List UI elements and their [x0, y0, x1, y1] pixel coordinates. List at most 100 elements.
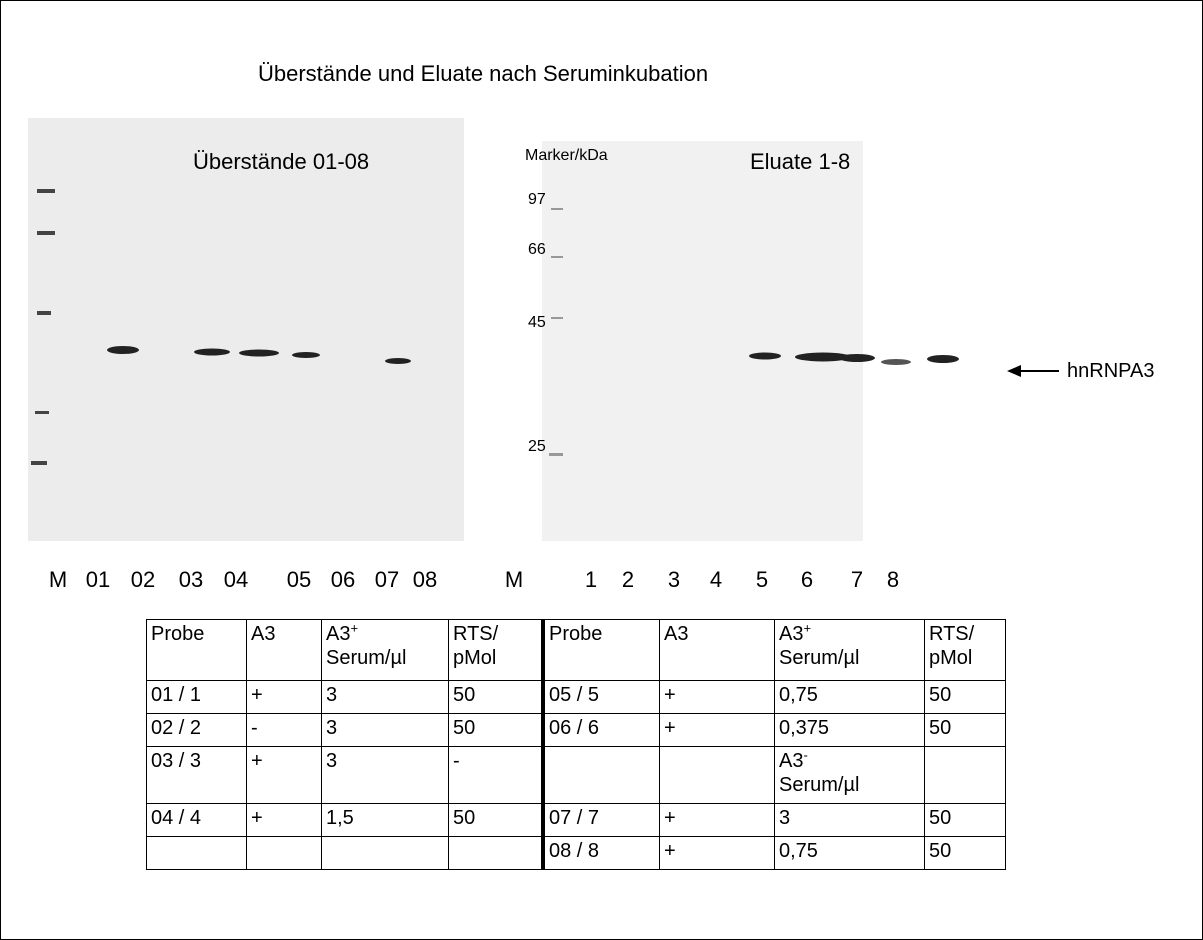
table-cell: 50 — [449, 804, 544, 837]
table-cell: 50 — [925, 681, 1006, 714]
table-cell — [660, 747, 775, 804]
lane-label: 01 — [86, 567, 110, 593]
cell-text: 03 / 3 — [151, 750, 201, 772]
lane-label: 05 — [287, 567, 311, 593]
superscript: + — [350, 620, 358, 635]
cell-text: 3 — [326, 717, 337, 739]
cell-text: 04 / 4 — [151, 807, 201, 829]
lane-label: 04 — [224, 567, 248, 593]
cell-text: Probe — [151, 623, 204, 645]
cell-text: 50 — [453, 807, 475, 829]
cell-text: - — [453, 750, 460, 772]
marker-label: 45 — [528, 314, 546, 332]
table-cell: + — [660, 837, 775, 870]
lane-label: 4 — [710, 567, 722, 593]
table-cell: 50 — [925, 804, 1006, 837]
cell-text: 02 / 2 — [151, 717, 201, 739]
cell-text: A3 — [779, 623, 803, 645]
table-row: 08 / 8 +0,75 50 — [147, 837, 1006, 870]
cell-text: RTS/ — [453, 623, 498, 645]
cell-text: 50 — [929, 807, 951, 829]
cell-text: Serum/µl — [779, 647, 859, 669]
table-cell: 05 / 5 — [543, 681, 660, 714]
table-cell: 3 — [322, 747, 449, 804]
table-cell: 0,75 — [775, 681, 925, 714]
cell-text: A3 — [326, 623, 350, 645]
table-cell: 50 — [449, 681, 544, 714]
table-row: 02 / 2-35006 / 6+0,37550 — [147, 714, 1006, 747]
header-cell: A3 — [247, 620, 322, 681]
cell-text: RTS/ — [929, 623, 974, 645]
table-cell: 08 / 8 — [543, 837, 660, 870]
cell-text: 0,75 — [779, 840, 818, 862]
marker-label: 97 — [528, 191, 546, 209]
cell-text: A3 — [251, 623, 275, 645]
cell-text: 0,375 — [779, 717, 829, 739]
arrow-label: hnRNPA3 — [1067, 360, 1154, 383]
table-cell: 3 — [775, 804, 925, 837]
cell-text: + — [251, 750, 263, 772]
table-cell: + — [660, 681, 775, 714]
title: Überstände und Eluate nach Seruminkubati… — [258, 61, 708, 87]
table-cell — [543, 747, 660, 804]
table-cell: + — [660, 804, 775, 837]
cell-text: 3 — [326, 684, 337, 706]
cell-text: 07 / 7 — [549, 807, 599, 829]
table-cell: 07 / 7 — [543, 804, 660, 837]
table-cell: 06 / 6 — [543, 714, 660, 747]
cell-text: 3 — [326, 750, 337, 772]
arrow — [1007, 365, 1059, 377]
cell-text: A3 — [779, 750, 803, 772]
table-cell: 01 / 1 — [147, 681, 247, 714]
cell-text: 0,75 — [779, 684, 818, 706]
lane-label: M — [49, 567, 67, 593]
header-cell: RTS/pMol — [449, 620, 544, 681]
lane-label: 02 — [131, 567, 155, 593]
lane-label: M — [505, 567, 523, 593]
cell-text: 50 — [929, 840, 951, 862]
lane-label: 07 — [375, 567, 399, 593]
cell-text: - — [251, 717, 258, 739]
table-cell — [925, 747, 1006, 804]
table-cell: + — [660, 714, 775, 747]
cell-text: + — [251, 807, 263, 829]
left-blot — [28, 118, 464, 541]
cell-text: 08 / 8 — [549, 840, 599, 862]
lane-label: 6 — [801, 567, 813, 593]
cell-text: 1,5 — [326, 807, 354, 829]
cell-text: 50 — [929, 717, 951, 739]
superscript: + — [803, 620, 811, 635]
table-cell: 50 — [925, 714, 1006, 747]
blot-label: Überstände 01-08 — [193, 149, 369, 175]
cell-text: + — [664, 840, 676, 862]
table-cell: 0,75 — [775, 837, 925, 870]
table-cell: + — [247, 681, 322, 714]
header-cell: Probe — [147, 620, 247, 681]
lane-label: 2 — [622, 567, 634, 593]
cell-text: pMol — [453, 647, 496, 669]
lane-label: 3 — [668, 567, 680, 593]
figure: Überstände und Eluate nach Seruminkubati… — [0, 0, 1203, 940]
table-cell — [147, 837, 247, 870]
header-cell: A3+ Serum/µl — [775, 620, 925, 681]
cell-text: Serum/µl — [326, 647, 406, 669]
cell-text: + — [664, 684, 676, 706]
lane-label: 7 — [851, 567, 863, 593]
table-cell — [322, 837, 449, 870]
header-cell: RTS/pMol — [925, 620, 1006, 681]
cell-text: + — [664, 807, 676, 829]
cell-text: 01 / 1 — [151, 684, 201, 706]
cell-text: A3 — [664, 623, 688, 645]
cell-text: 05 / 5 — [549, 684, 599, 706]
lane-label: 8 — [887, 567, 899, 593]
lane-label: 5 — [756, 567, 768, 593]
blot-label: Eluate 1-8 — [750, 149, 850, 175]
cell-text: 50 — [929, 684, 951, 706]
cell-text: Serum/µl — [779, 774, 859, 796]
table-cell: 50 — [449, 714, 544, 747]
marker-title: Marker/kDa — [525, 147, 608, 165]
table-cell: 1,5 — [322, 804, 449, 837]
